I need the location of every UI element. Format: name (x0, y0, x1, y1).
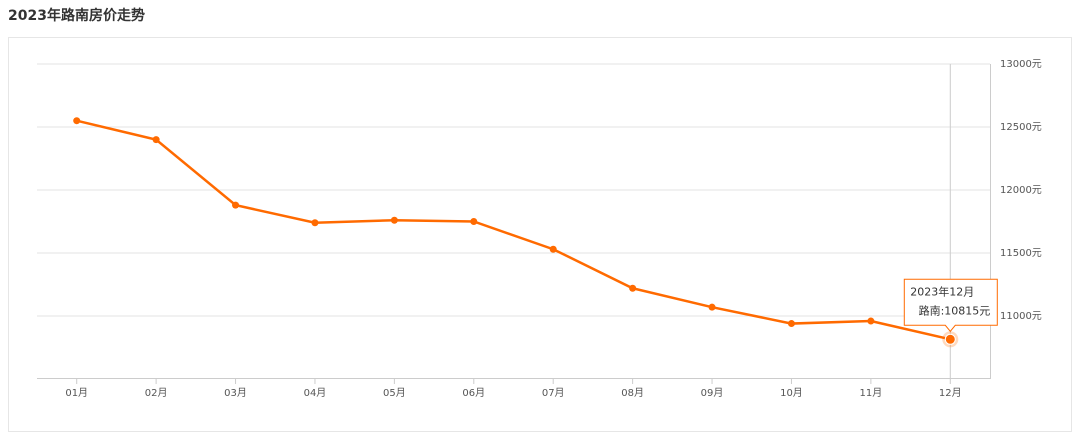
y-tick-label: 12500元 (1000, 122, 1042, 133)
point (787, 320, 795, 328)
point (708, 303, 716, 311)
y-tick-label: 11000元 (1000, 311, 1042, 322)
x-tick-label: 12月 (939, 387, 962, 399)
x-tick-label: 11月 (860, 387, 883, 399)
x-tick-label: 01月 (65, 387, 88, 399)
y-tick-label: 13000元 (1000, 59, 1042, 70)
x-tick-label: 06月 (462, 387, 485, 399)
point (232, 201, 240, 209)
x-tick-label: 04月 (304, 387, 327, 399)
x-tick-label: 05月 (383, 387, 406, 399)
tooltip-box (903, 278, 998, 333)
point (311, 219, 319, 227)
point (73, 117, 81, 125)
x-tick-label: 02月 (145, 387, 168, 399)
point (390, 216, 398, 224)
line (76, 119, 951, 341)
chart-title: 2023年路南房价走势 (8, 7, 145, 24)
tooltip-text: 路南:10815元 (919, 304, 991, 317)
x-tick-label: 10月 (780, 387, 803, 399)
x-tick-label: 08月 (621, 387, 644, 399)
x-tick-label: 03月 (224, 387, 247, 399)
point (629, 284, 637, 292)
point (867, 317, 875, 325)
y-tick-label: 12000元 (1000, 185, 1042, 196)
point (549, 245, 557, 253)
tooltip-title: 2023年12月 (910, 284, 974, 298)
point (470, 218, 478, 225)
chart-frame (8, 37, 1072, 432)
point (152, 136, 160, 144)
x-tick-label: 07月 (542, 387, 565, 399)
x-tick-label: 09月 (701, 387, 724, 399)
y-tick-label: 11500元 (1000, 248, 1042, 259)
point (944, 333, 956, 345)
